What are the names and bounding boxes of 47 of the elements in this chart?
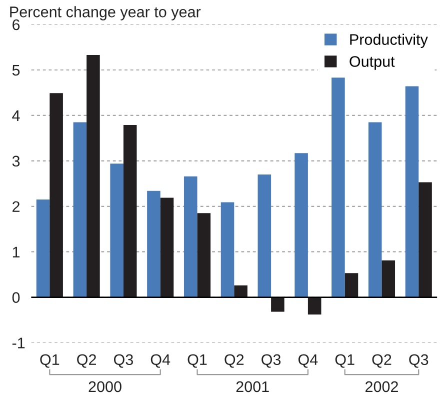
x-tick-label: Q3 xyxy=(114,354,133,368)
bar xyxy=(308,297,322,315)
bar xyxy=(344,273,358,298)
x-tick-label: Q2 xyxy=(372,354,392,368)
x-tick-label: Q1 xyxy=(40,354,60,368)
x-tick-label: Q4 xyxy=(298,354,318,368)
x-tick-label: Q2 xyxy=(77,354,96,368)
bar xyxy=(36,200,50,298)
legend-label: Output xyxy=(350,56,395,70)
x-tick-label: Q2 xyxy=(224,354,244,368)
text: 2001 xyxy=(236,381,269,392)
x-tick-label: Q1 xyxy=(188,354,207,368)
y-tick-label: 3 xyxy=(12,156,20,167)
bar xyxy=(184,176,198,298)
text: 2000 xyxy=(88,381,122,392)
y-tick-label: 4 xyxy=(12,110,20,121)
y-tick-label: 1 xyxy=(12,246,20,258)
bar xyxy=(197,213,211,298)
bar xyxy=(86,54,100,298)
y-tick-label: 2 xyxy=(12,201,20,212)
bar xyxy=(234,285,248,298)
bar xyxy=(50,93,63,298)
bar xyxy=(73,122,87,298)
y-tick-label: -1 xyxy=(12,338,25,348)
bar xyxy=(160,198,174,298)
bar xyxy=(258,174,272,298)
x-tick-label: Q1 xyxy=(335,354,354,368)
bar xyxy=(418,182,432,298)
bar xyxy=(147,190,160,298)
bar xyxy=(368,122,382,298)
bar xyxy=(123,124,137,298)
bar xyxy=(294,153,308,298)
legend-label: Productivity xyxy=(350,34,428,48)
x-tick-label: Q3 xyxy=(262,354,281,368)
bar xyxy=(382,260,396,298)
bar xyxy=(220,202,234,298)
bar xyxy=(405,86,419,298)
y-tick-label: 0 xyxy=(12,292,20,303)
x-tick-label: Q3 xyxy=(409,354,428,368)
bar xyxy=(110,164,124,298)
bar xyxy=(271,297,284,312)
y-axis-title: Percent change year to year xyxy=(10,6,201,20)
x-tick-label: Q4 xyxy=(150,354,170,368)
y-tick-label: 5 xyxy=(12,64,20,76)
y-tick-label: 6 xyxy=(12,19,20,30)
text: 2002 xyxy=(366,381,398,392)
bar xyxy=(332,78,345,298)
